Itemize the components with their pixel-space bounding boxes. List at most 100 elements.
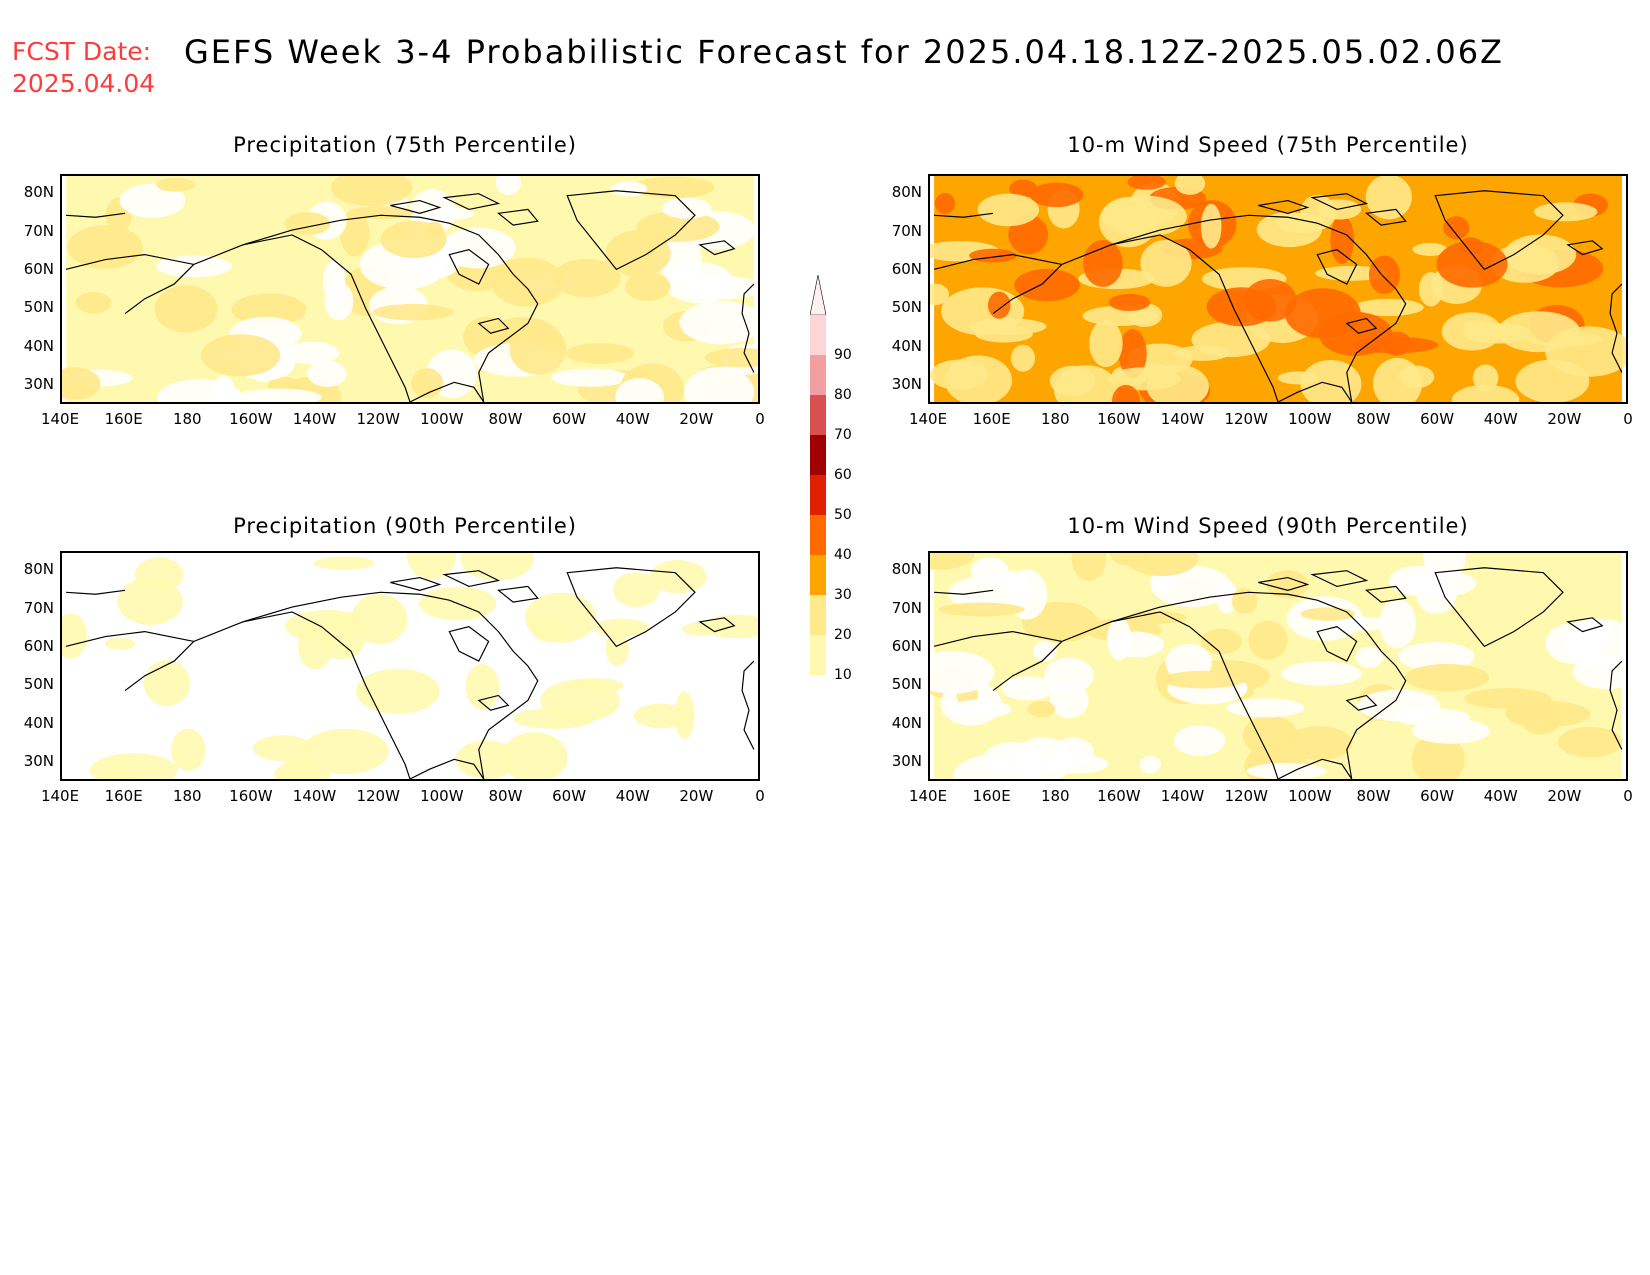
- lon-tick-label: 140E: [908, 787, 948, 805]
- field-patch: [1490, 244, 1560, 283]
- field-patch: [117, 577, 183, 625]
- map-field: [62, 553, 758, 779]
- coastline: [741, 660, 755, 750]
- field-patch: [62, 367, 101, 400]
- lon-tick-label: 0: [1623, 410, 1633, 428]
- field-patch: [317, 613, 366, 660]
- field-patch: [1089, 320, 1123, 368]
- field-patch: [1009, 179, 1038, 198]
- coastline: [1566, 240, 1604, 256]
- colorbar-swatch: [810, 635, 826, 675]
- lon-tick-label: 20W: [1547, 410, 1582, 428]
- field-patch: [380, 220, 447, 259]
- coastline: [1277, 381, 1353, 402]
- lat-tick-label: 60N: [891, 636, 922, 655]
- fcst-date-value: 2025.04.04: [12, 69, 156, 98]
- coastline: [477, 694, 510, 711]
- field-patch: [157, 379, 243, 402]
- field-patch: [930, 283, 950, 306]
- field-patch: [1398, 365, 1435, 389]
- coastline: [1345, 317, 1378, 334]
- colorbar-swatch: [810, 515, 826, 555]
- field-patch: [372, 303, 454, 321]
- field-patch: [1014, 268, 1080, 302]
- field-patch: [104, 637, 136, 650]
- field-patch: [1284, 288, 1361, 339]
- field-patch: [495, 176, 521, 196]
- colorbar-tick-label: 10: [834, 667, 852, 683]
- lon-tick-label: 60W: [552, 787, 587, 805]
- coastline: [1434, 567, 1564, 648]
- field-patch: [143, 660, 191, 707]
- coastline: [65, 234, 411, 402]
- field-patch: [636, 211, 720, 242]
- lon-tick-label: 160E: [104, 787, 143, 805]
- coastline: [1316, 249, 1358, 285]
- lon-tick-label: 140E: [40, 410, 80, 428]
- lon-tick-label: 80W: [1356, 787, 1391, 805]
- field-patch: [501, 732, 568, 779]
- lat-tick-label: 70N: [891, 598, 922, 617]
- field-patch: [1355, 646, 1384, 668]
- field-patch: [411, 368, 444, 399]
- coastline: [1258, 199, 1310, 214]
- field-patch: [465, 663, 500, 710]
- field-patch: [119, 183, 186, 218]
- lat-tick-label: 80N: [891, 183, 922, 202]
- colorbar-tick-label: 60: [834, 467, 852, 483]
- lat-tick-label: 30N: [891, 374, 922, 393]
- colorbar: [810, 275, 826, 675]
- lat-tick-label: 30N: [23, 374, 54, 393]
- field-patch: [930, 651, 995, 694]
- lon-tick-label: 100W: [420, 410, 464, 428]
- field-patch: [513, 708, 595, 729]
- lon-tick-label: 60W: [1420, 410, 1455, 428]
- field-patch: [1083, 239, 1123, 287]
- field-patch: [551, 258, 621, 298]
- coastline: [124, 641, 195, 692]
- coastline: [934, 212, 994, 218]
- lon-tick-label: 20W: [1547, 787, 1582, 805]
- lon-tick-label: 160W: [229, 410, 273, 428]
- coastline: [496, 585, 539, 603]
- colorbar-swatch: [810, 555, 826, 595]
- field-patch: [665, 262, 735, 304]
- coastline: [442, 570, 501, 588]
- lon-tick-label: 140W: [292, 410, 337, 428]
- field-patch: [1379, 599, 1416, 649]
- coastline: [65, 611, 411, 779]
- lon-tick-label: 40W: [1483, 410, 1518, 428]
- map-field: [62, 176, 758, 402]
- lon-tick-label: 160W: [1097, 787, 1141, 805]
- field-patch: [455, 740, 518, 779]
- field-patch: [406, 553, 457, 580]
- lat-tick-label: 60N: [23, 636, 54, 655]
- lon-tick-label: 80W: [488, 787, 523, 805]
- coastline: [1345, 694, 1378, 711]
- lon-tick-label: 160E: [104, 410, 143, 428]
- lon-tick-label: 80W: [1356, 410, 1391, 428]
- field-patch: [1411, 733, 1465, 779]
- field-patch: [62, 612, 88, 659]
- lon-tick-label: 140W: [1160, 787, 1205, 805]
- field-patch: [1533, 202, 1598, 222]
- panel-title-precip-75: Precipitation (75th Percentile): [233, 133, 577, 157]
- panel-title-precip-90: Precipitation (90th Percentile): [233, 514, 577, 538]
- lat-tick-label: 80N: [891, 560, 922, 579]
- colorbar-tick-label: 40: [834, 547, 852, 563]
- coastline: [698, 617, 736, 633]
- coastline: [933, 234, 1279, 402]
- field-patch: [948, 699, 1012, 719]
- field-patch: [1350, 336, 1439, 354]
- map-field: [930, 553, 1626, 779]
- lon-tick-label: 100W: [1288, 787, 1332, 805]
- field-patch: [101, 758, 134, 779]
- field-patch: [1216, 580, 1238, 614]
- coastline: [1277, 758, 1353, 779]
- coastline: [1316, 626, 1358, 662]
- coastline: [477, 317, 510, 334]
- coastline: [66, 589, 126, 595]
- field-patch: [1436, 240, 1508, 288]
- colorbar-swatch: [810, 355, 826, 395]
- coastline: [124, 264, 195, 315]
